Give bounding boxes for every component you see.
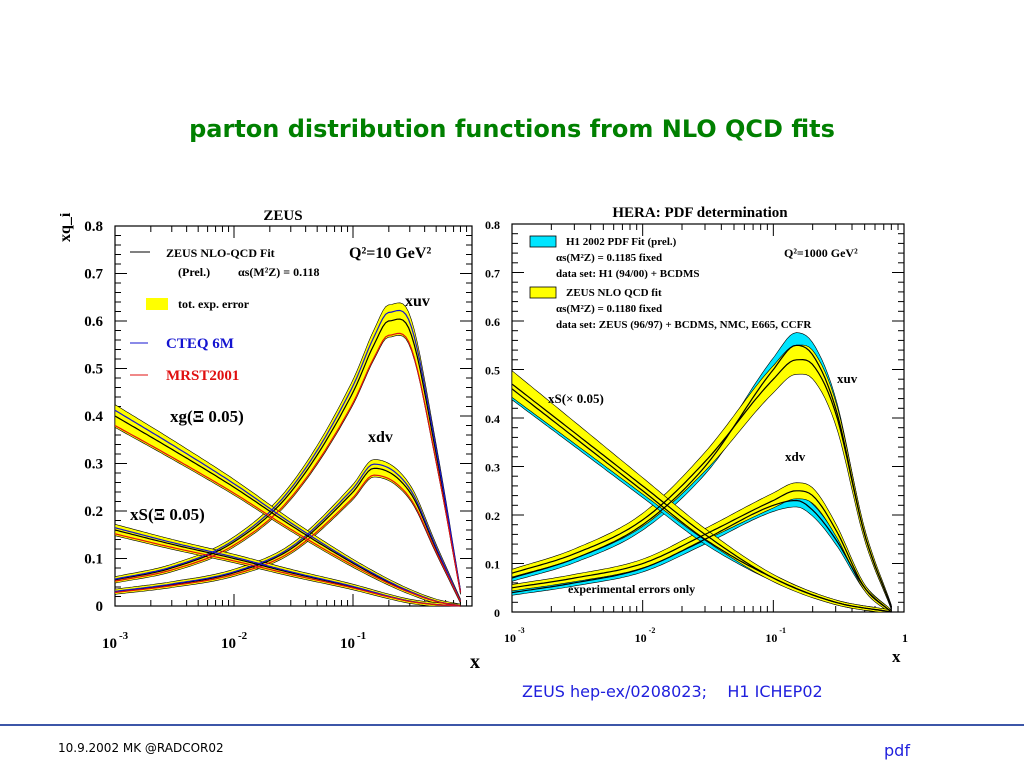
curve-label-xs: xS(Ξ 0.05) [130, 505, 205, 524]
x-tick-label: 10 [504, 631, 516, 645]
series-line [114, 463, 462, 602]
error-band [114, 302, 461, 595]
legend-alphas: αs(M²Z) = 0.118 [238, 265, 319, 279]
series-line [114, 474, 462, 602]
y-tick-labels: 0 0.1 0.2 0.3 0.4 0.5 0.6 0.7 0.8 [485, 218, 500, 620]
x-tick-exponent: -3 [119, 630, 129, 642]
legend-h1-alphas: αs(M²Z) = 0.1185 fixed [556, 252, 662, 264]
zeus-pdf-chart: ZEUS xq_i 00.10.20.30.40.50.60.70.8 10 -3… [60, 208, 480, 673]
curve-label-xuv: xuv [837, 371, 858, 386]
legend-swatch-h1 [529, 235, 557, 248]
series-line [114, 533, 461, 607]
series-line [511, 344, 892, 608]
x-tick-labels: 10 -3 10 -2 10 -1 [102, 630, 366, 652]
legend-zeus: ZEUS NLO QCD fit [566, 287, 662, 299]
scale-label: Q²=1000 GeV² [784, 246, 858, 260]
legend-error: tot. exp. error [178, 297, 250, 311]
legend-cteq: CTEQ 6M [166, 336, 234, 352]
chart-title: HERA: PDF determination [612, 205, 788, 221]
legend-swatch-error [146, 298, 168, 310]
hera-pdf-chart: HERA: PDF determination xf 00.10.20.30.4… [485, 205, 908, 666]
legend-swatch-zeus [529, 286, 557, 299]
series-line [114, 332, 462, 593]
footer-tag: pdf [884, 741, 910, 760]
curve-label-xs: xS(× 0.05) [548, 391, 604, 406]
x-tick-labels: 10-310-210-11 [504, 626, 908, 645]
legend-h1: H1 2002 PDF Fit (prel.) [566, 236, 677, 248]
y-tick-label: 0.8 [485, 218, 500, 232]
series-line [511, 490, 892, 613]
x-tick-label: 1 [902, 631, 908, 645]
y-tick-label: 0 [96, 599, 104, 615]
legend-zeus: ZEUS NLO-QCD Fit [166, 246, 275, 260]
ticks-group [114, 225, 472, 607]
y-tick-label: 0.4 [84, 409, 103, 425]
series-line [511, 499, 892, 613]
chart-title: ZEUS [263, 208, 302, 224]
y-tick-label: 0.3 [84, 457, 103, 473]
x-axis-label: x [470, 651, 480, 673]
legend: H1 2002 PDF Fit (prel.) αs(M²Z) = 0.1185… [529, 235, 812, 331]
curve-label-xdv: xdv [368, 429, 393, 446]
error-bands [511, 332, 892, 613]
y-tick-label: 0.7 [485, 267, 500, 281]
x-tick-exponent: -1 [779, 626, 786, 635]
x-tick-exponent: -2 [238, 630, 248, 642]
y-tick-label: 0.7 [84, 267, 103, 283]
y-tick-label: 0.6 [485, 315, 500, 329]
series-line [114, 309, 462, 592]
x-tick-exponent: -2 [649, 626, 656, 635]
y-tick-label: 0.1 [84, 552, 103, 568]
series-line [114, 424, 461, 607]
x-tick-exponent: -1 [357, 630, 366, 642]
x-tick-exponent: -3 [518, 626, 525, 635]
x-tick-label: 10 [765, 631, 777, 645]
x-tick-label: 10 [221, 636, 236, 652]
y-axis-label: xq_i [60, 212, 74, 242]
legend-zeus-alphas: αs(M²Z) = 0.1180 fixed [556, 303, 662, 315]
y-tick-label: 0.1 [485, 558, 500, 572]
errors-note: experimental errors only [568, 582, 695, 596]
error-band [511, 344, 892, 610]
legend: ZEUS NLO-QCD Fit (Prel.) αs(M²Z) = 0.118… [130, 246, 319, 384]
y-tick-labels: 0 0.1 0.2 0.3 0.4 0.5 0.6 0.7 0.8 [84, 219, 103, 615]
legend-prel: (Prel.) [178, 265, 210, 279]
x-tick-label: 10 [340, 636, 355, 652]
series-line [114, 318, 462, 592]
series-line [511, 358, 892, 608]
y-tick-label: 0 [494, 606, 500, 620]
y-tick-label: 0.6 [84, 314, 103, 330]
footer-rule [0, 724, 1024, 726]
legend-zeus-data: data set: ZEUS (96/97) + BCDMS, NMC, E66… [556, 319, 812, 331]
x-axis-label: x [892, 647, 901, 666]
curve-label-xuv: xuv [405, 293, 430, 310]
curves [511, 344, 892, 613]
legend-h1-data: data set: H1 (94/00) + BCDMS [556, 268, 699, 280]
y-tick-label: 0.5 [485, 364, 500, 378]
scale-label: Q²=10 GeV² [349, 245, 431, 262]
curve-label-xg: xg(Ξ 0.05) [170, 407, 244, 426]
slide-title: parton distribution functions from NLO Q… [189, 115, 835, 143]
y-tick-label: 0.4 [485, 412, 500, 426]
error-band [114, 459, 461, 604]
y-tick-label: 0.2 [84, 504, 103, 520]
legend-mrst: MRST2001 [166, 368, 239, 384]
reference-citation: ZEUS hep-ex/0208023; H1 ICHEP02 [522, 682, 823, 701]
y-tick-label: 0.8 [84, 219, 103, 235]
curve-label-xdv: xdv [785, 449, 806, 464]
x-tick-label: 10 [635, 631, 647, 645]
y-tick-label: 0.2 [485, 509, 500, 523]
series-line [511, 383, 892, 613]
x-tick-label: 10 [102, 636, 117, 652]
footer-date: 10.9.2002 MK @RADCOR02 [58, 741, 224, 755]
curves [114, 309, 462, 607]
series-line [114, 409, 461, 607]
y-tick-label: 0.3 [485, 461, 500, 475]
y-tick-label: 0.5 [84, 362, 103, 378]
